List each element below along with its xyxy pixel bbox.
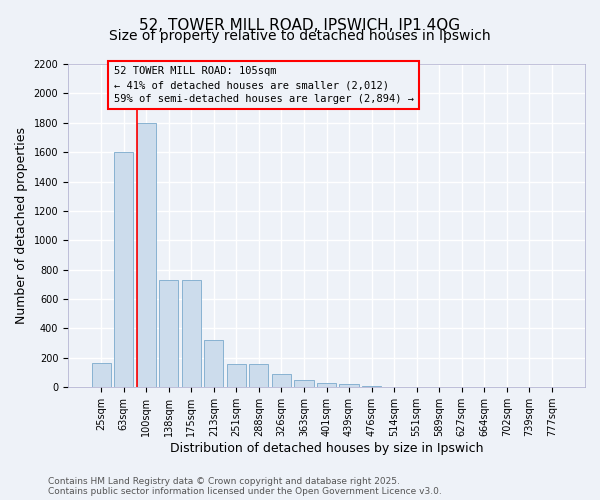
Bar bbox=[250, 364, 268, 387]
Bar bbox=[340, 384, 359, 387]
Text: Size of property relative to detached houses in Ipswich: Size of property relative to detached ho… bbox=[109, 29, 491, 43]
X-axis label: Distribution of detached houses by size in Ipswich: Distribution of detached houses by size … bbox=[170, 442, 483, 455]
Bar bbox=[362, 386, 381, 387]
Y-axis label: Number of detached properties: Number of detached properties bbox=[15, 127, 28, 324]
Bar bbox=[137, 123, 156, 387]
Text: 52, TOWER MILL ROAD, IPSWICH, IP1 4QG: 52, TOWER MILL ROAD, IPSWICH, IP1 4QG bbox=[139, 18, 461, 32]
Bar bbox=[114, 152, 133, 387]
Bar bbox=[317, 383, 336, 387]
Text: Contains HM Land Registry data © Crown copyright and database right 2025.
Contai: Contains HM Land Registry data © Crown c… bbox=[48, 476, 442, 496]
Bar bbox=[92, 363, 110, 387]
Bar bbox=[295, 380, 314, 387]
Text: 52 TOWER MILL ROAD: 105sqm
← 41% of detached houses are smaller (2,012)
59% of s: 52 TOWER MILL ROAD: 105sqm ← 41% of deta… bbox=[113, 66, 413, 104]
Bar bbox=[204, 340, 223, 387]
Bar bbox=[227, 364, 246, 387]
Bar bbox=[272, 374, 291, 387]
Bar bbox=[159, 280, 178, 387]
Bar bbox=[182, 280, 201, 387]
